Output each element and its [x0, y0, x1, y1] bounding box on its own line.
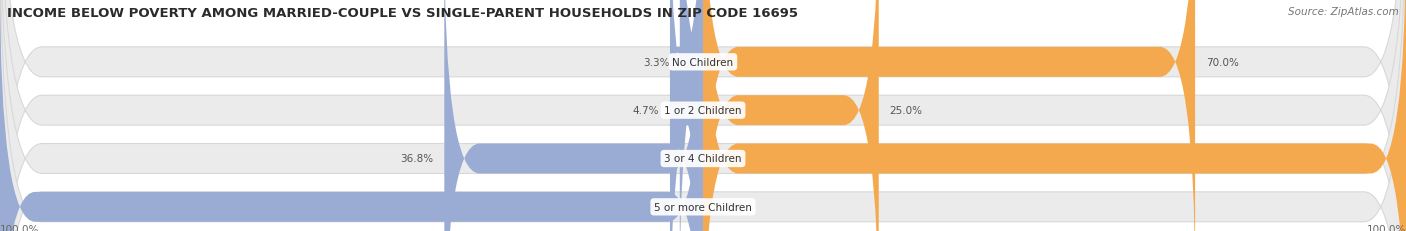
Text: 5 or more Children: 5 or more Children: [654, 202, 752, 212]
Text: 3.3%: 3.3%: [643, 58, 669, 67]
Text: No Children: No Children: [672, 58, 734, 67]
Text: INCOME BELOW POVERTY AMONG MARRIED-COUPLE VS SINGLE-PARENT HOUSEHOLDS IN ZIP COD: INCOME BELOW POVERTY AMONG MARRIED-COUPL…: [7, 7, 799, 20]
Text: 36.8%: 36.8%: [401, 154, 434, 164]
FancyBboxPatch shape: [703, 0, 1195, 231]
Text: 4.7%: 4.7%: [633, 106, 659, 116]
Text: 3 or 4 Children: 3 or 4 Children: [664, 154, 742, 164]
Text: 25.0%: 25.0%: [890, 106, 922, 116]
FancyBboxPatch shape: [703, 0, 879, 231]
FancyBboxPatch shape: [668, 0, 706, 231]
Text: 70.0%: 70.0%: [1206, 58, 1239, 67]
FancyBboxPatch shape: [0, 0, 703, 231]
FancyBboxPatch shape: [444, 0, 703, 231]
Text: Source: ZipAtlas.com: Source: ZipAtlas.com: [1288, 7, 1399, 17]
FancyBboxPatch shape: [668, 0, 716, 231]
Text: 1 or 2 Children: 1 or 2 Children: [664, 106, 742, 116]
Text: 0.0%: 0.0%: [717, 202, 744, 212]
Text: 100.0%: 100.0%: [1367, 224, 1406, 231]
FancyBboxPatch shape: [703, 0, 1406, 231]
Text: 100.0%: 100.0%: [0, 224, 39, 231]
